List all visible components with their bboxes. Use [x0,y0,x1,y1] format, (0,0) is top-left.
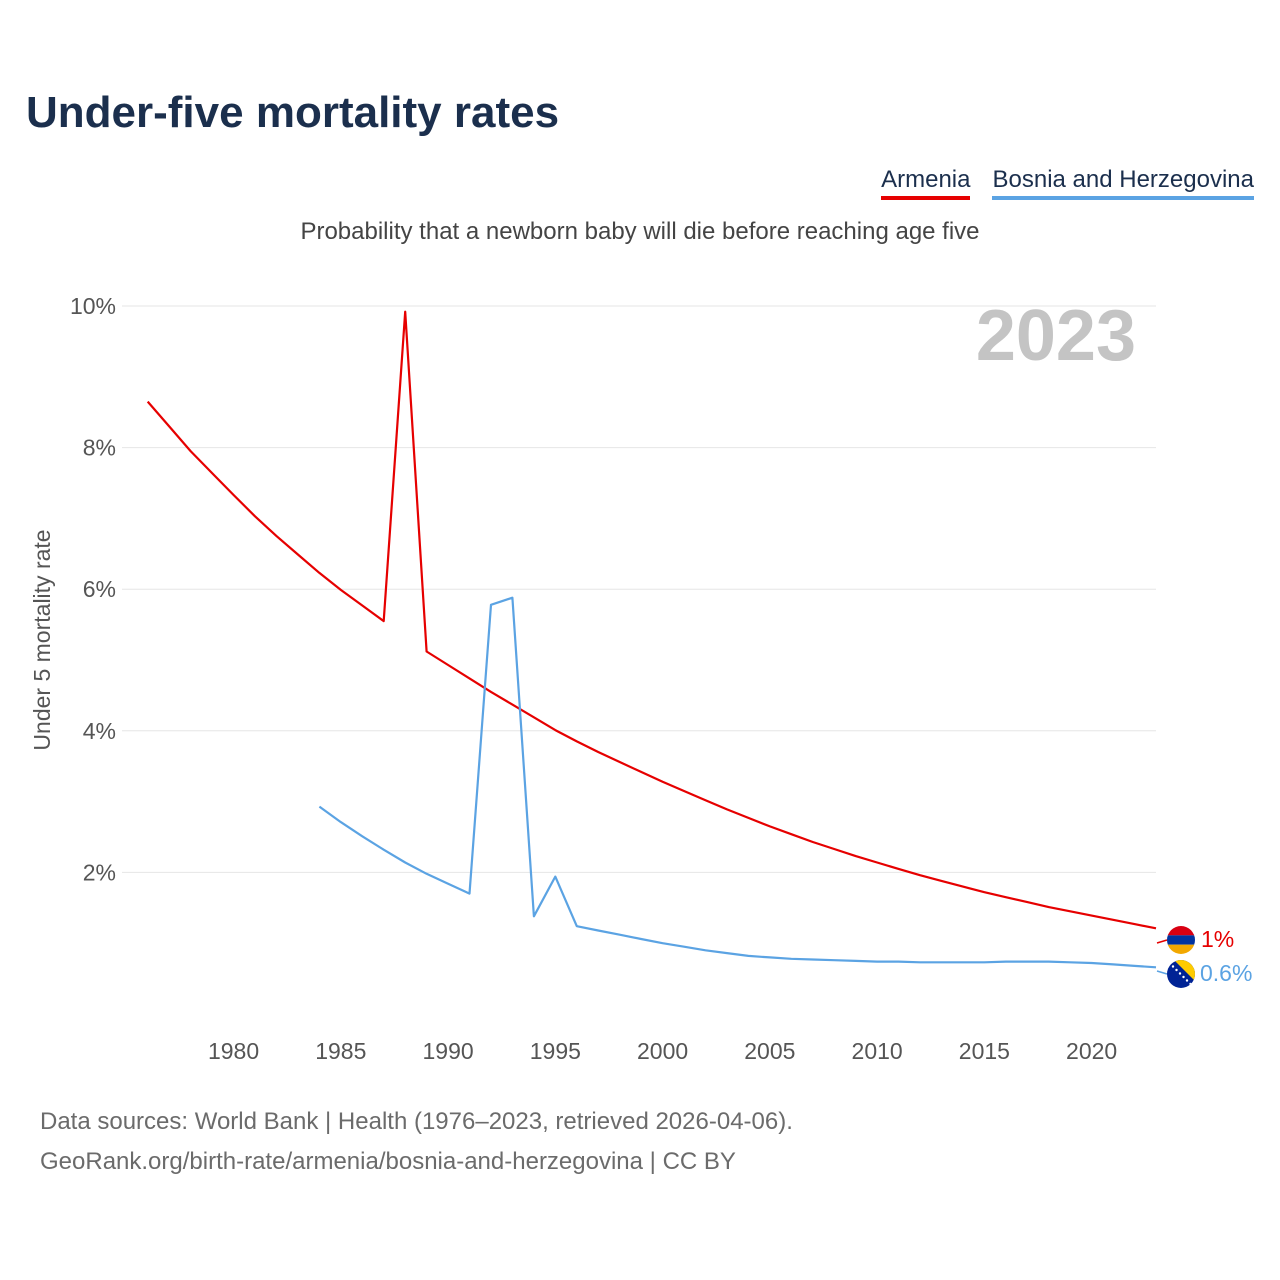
footer-link[interactable]: GeoRank.org/birth-rate/armenia/bosnia-an… [40,1148,736,1175]
y-tick-label: 10% [70,293,116,319]
armenia-flag-icon [1167,926,1195,954]
legend-item-armenia[interactable]: Armenia [881,166,971,200]
x-tick-label: 2020 [1066,1038,1117,1064]
footer-sources: Data sources: World Bank | Health (1976–… [40,1108,793,1135]
armenia-end-label: 1% [1201,926,1234,952]
y-tick-label: 6% [83,576,116,602]
x-tick-label: 2005 [744,1038,795,1064]
x-tick-label: 2010 [852,1038,903,1064]
x-tick-label: 2000 [637,1038,688,1064]
legend: Armenia Bosnia and Herzegovina [881,166,1254,200]
x-tick-label: 1995 [530,1038,581,1064]
chart-title: Under-five mortality rates [26,88,560,137]
series-lines [146,310,1157,969]
gridlines [122,305,1156,873]
y-tick-label: 2% [83,859,116,885]
series-line-bosnia-herzegovina [318,596,1157,969]
armenia-connector [1156,939,1168,944]
bih-end-label: 0.6% [1200,960,1252,986]
y-axis-ticks: 2% 4% 6% 8% 10% [70,293,116,885]
x-tick-label: 1985 [315,1038,366,1064]
x-axis-ticks: 1980 1985 1990 1995 2000 2005 2010 2015 2020 [208,1038,1117,1064]
chart-subtitle: Probability that a newborn baby will die… [300,218,980,245]
x-tick-label: 2015 [959,1038,1010,1064]
bih-connector [1156,970,1168,975]
y-tick-label: 8% [83,435,116,461]
y-axis-label: Under 5 mortality rate [29,529,55,750]
y-tick-label: 4% [83,718,116,744]
x-tick-label: 1980 [208,1038,259,1064]
series-line-armenia [146,310,1157,930]
year-label: 2023 [976,296,1136,376]
x-tick-label: 1990 [422,1038,473,1064]
legend-item-bosnia-herzegovina[interactable]: Bosnia and Herzegovina [992,166,1254,200]
bosnia-herzegovina-flag-icon [1167,960,1195,988]
